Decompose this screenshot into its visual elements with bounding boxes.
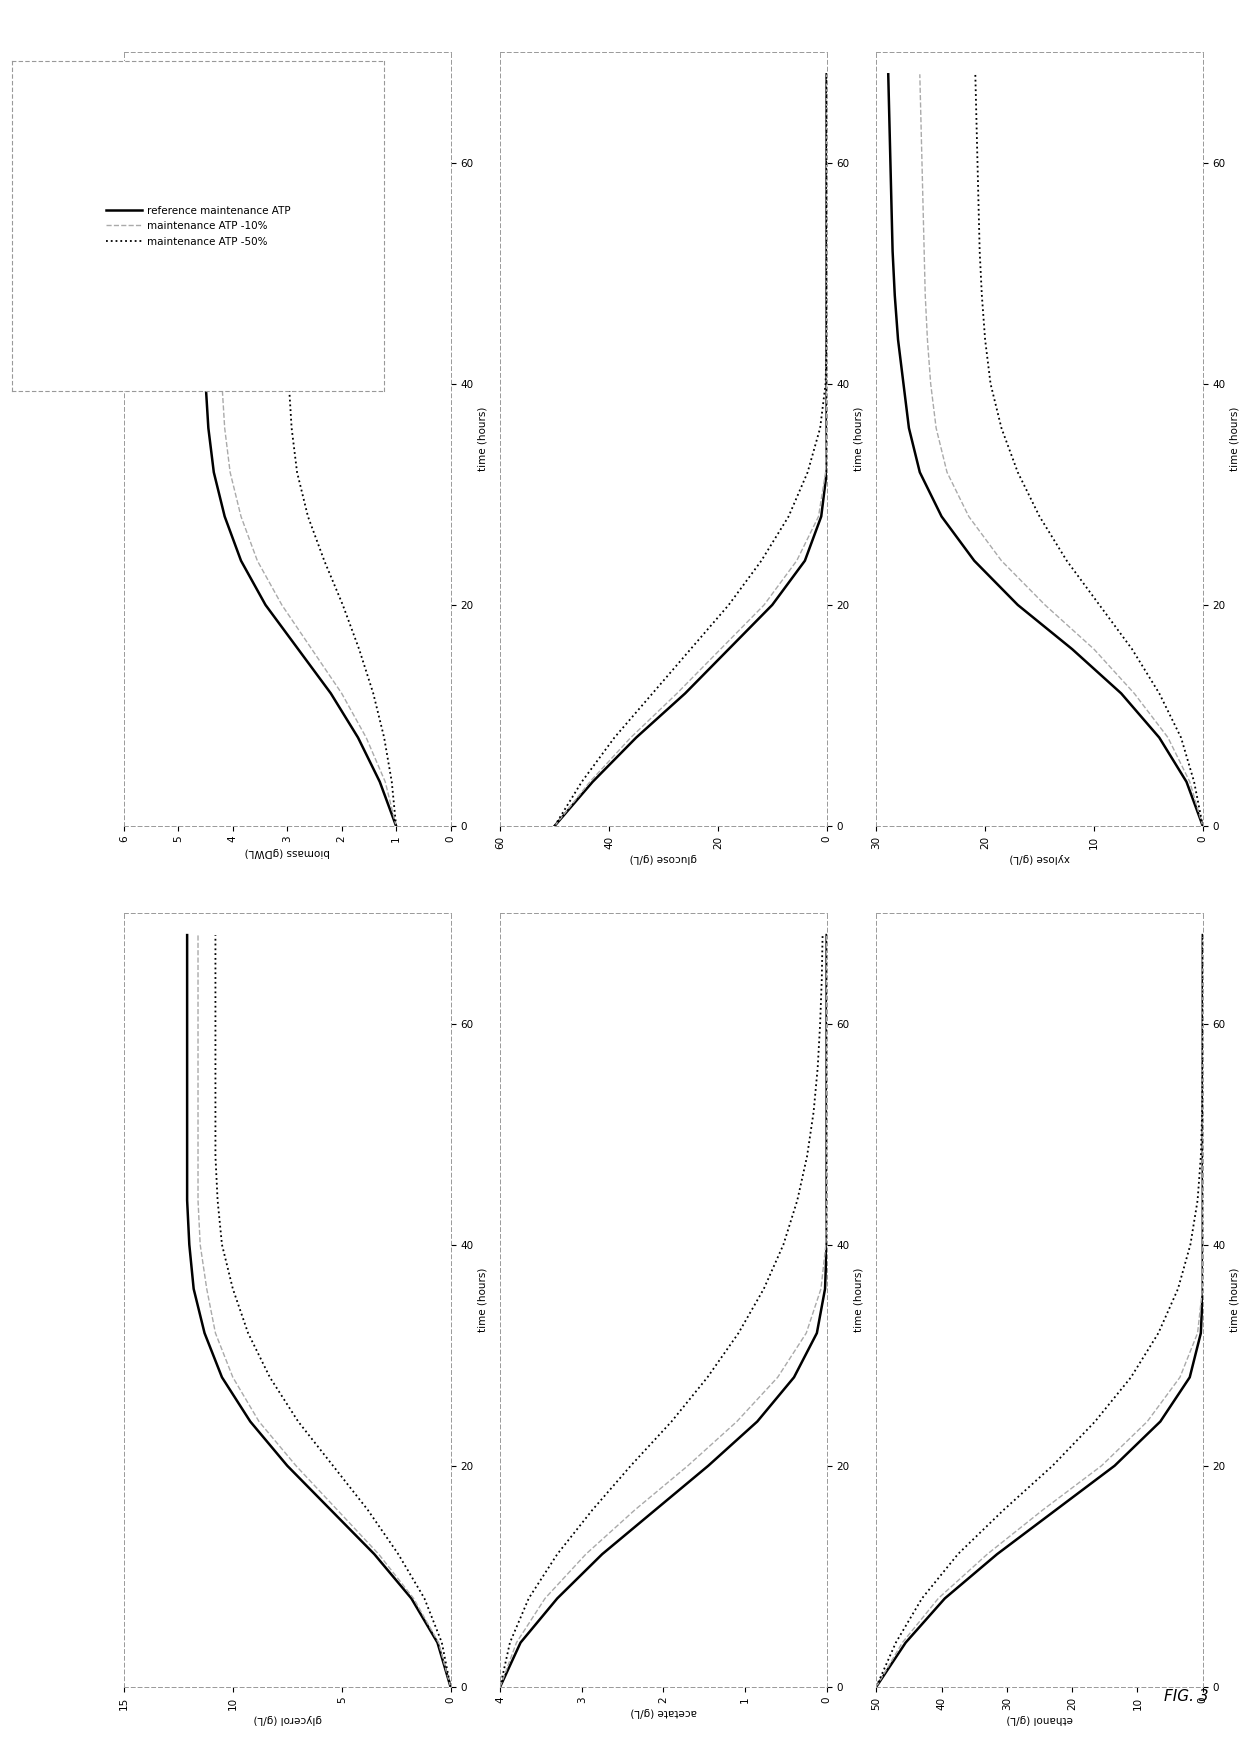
X-axis label: xylose (g/L): xylose (g/L) <box>1009 854 1070 863</box>
X-axis label: ethanol (g/L): ethanol (g/L) <box>1006 1715 1073 1723</box>
Y-axis label: time (hours): time (hours) <box>477 407 487 471</box>
Legend: reference maintenance ATP, maintenance ATP -10%, maintenance ATP -50%: reference maintenance ATP, maintenance A… <box>103 202 294 250</box>
Y-axis label: time (hours): time (hours) <box>1230 1268 1240 1332</box>
X-axis label: glycerol (g/L): glycerol (g/L) <box>253 1715 321 1723</box>
X-axis label: biomass (gDWL): biomass (gDWL) <box>244 847 330 857</box>
Y-axis label: time (hours): time (hours) <box>853 1268 864 1332</box>
X-axis label: acetate (g/L): acetate (g/L) <box>630 1708 697 1718</box>
Y-axis label: time (hours): time (hours) <box>477 1268 487 1332</box>
Y-axis label: time (hours): time (hours) <box>1230 407 1240 471</box>
X-axis label: glucose (g/L): glucose (g/L) <box>630 854 697 863</box>
Text: FIG. 3: FIG. 3 <box>1164 1689 1209 1704</box>
Y-axis label: time (hours): time (hours) <box>853 407 864 471</box>
